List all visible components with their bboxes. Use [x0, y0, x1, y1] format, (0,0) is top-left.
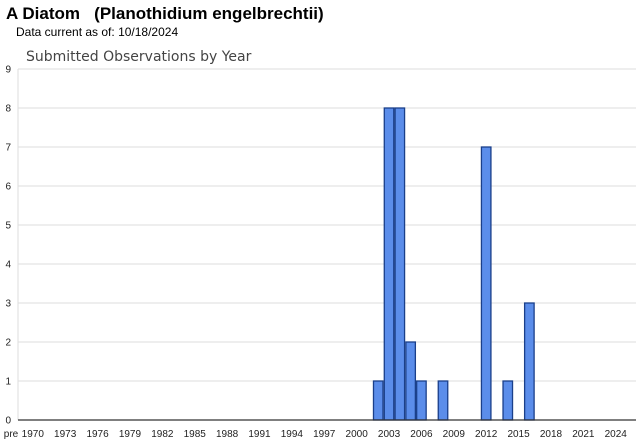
chart-title: Submitted Observations by Year [26, 49, 252, 65]
x-tick-label: 1979 [119, 429, 142, 440]
bar [383, 107, 395, 421]
y-tick-label: 1 [5, 377, 11, 388]
x-tick-label: 1991 [248, 429, 271, 440]
x-tick-label: 1997 [313, 429, 336, 440]
x-tick-label: 2021 [572, 429, 595, 440]
x-tick-label: 2003 [378, 429, 401, 440]
y-tick-label: 0 [5, 416, 11, 427]
bar [523, 302, 535, 421]
bar [416, 380, 427, 421]
y-tick-label: 3 [5, 299, 11, 310]
y-tick-label: 8 [5, 104, 11, 115]
bar [480, 146, 492, 421]
x-tick-label: pre [4, 429, 19, 440]
data-current-label: Data current as of: [16, 25, 115, 39]
scientific-name: (Planothidium engelbrechtii) [94, 4, 324, 23]
y-tick-label: 4 [5, 260, 11, 271]
y-tick-label: 2 [5, 338, 11, 349]
bar [502, 380, 514, 421]
y-tick-label: 9 [5, 65, 11, 76]
x-tick-label: 2009 [443, 429, 466, 440]
bar [405, 341, 417, 421]
y-tick-label: 7 [5, 143, 11, 154]
x-tick-label: 1976 [86, 429, 109, 440]
x-tick-label: 2006 [410, 429, 433, 440]
x-tick-label: 1973 [54, 429, 77, 440]
x-tick-label: 1988 [216, 429, 239, 440]
x-tick-label: 2024 [605, 429, 628, 440]
x-tick-label: 1970 [22, 429, 45, 440]
x-tick-label: 1985 [184, 429, 207, 440]
data-current-note: Data current as of: 10/18/2024 [16, 25, 178, 39]
x-tick-label: 2018 [540, 429, 563, 440]
x-tick-label: 1982 [151, 429, 174, 440]
bar [372, 380, 384, 421]
bar [437, 380, 449, 421]
species-title: A Diatom (Planothidium engelbrechtii) [6, 4, 324, 24]
data-current-date: 10/18/2024 [118, 25, 179, 39]
x-tick-label: 2012 [475, 429, 498, 440]
x-tick-label: 1994 [281, 429, 304, 440]
x-tick-label: 2015 [507, 429, 530, 440]
y-tick-label: 5 [5, 221, 11, 232]
common-name: A Diatom [6, 4, 80, 23]
y-tick-label: 6 [5, 182, 11, 193]
x-tick-label: 2000 [346, 429, 369, 440]
bar [394, 107, 406, 421]
